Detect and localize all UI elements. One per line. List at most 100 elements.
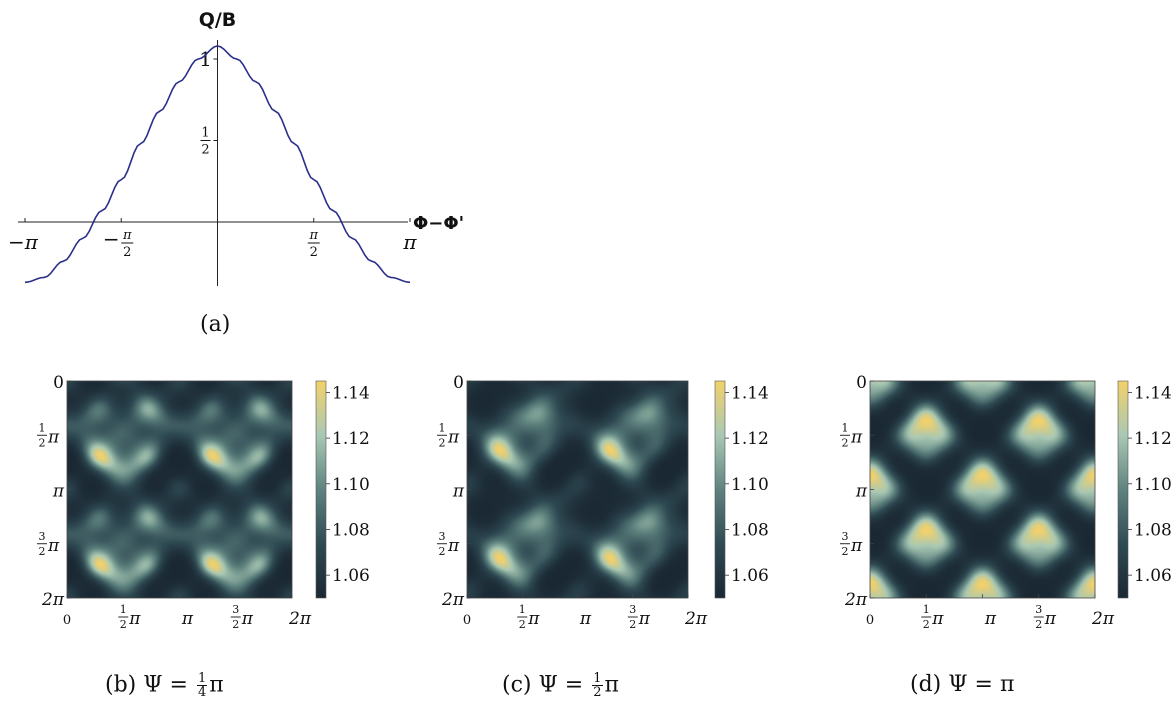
panel-c-x-tick-label-0: 0 (463, 613, 471, 628)
panel-c-y-tick-label-3-den: 2 (439, 545, 446, 558)
caption-c-prefix: (c) (502, 672, 532, 698)
panel-d-x-tick-label-2-text: π (984, 609, 997, 629)
panel-b-y-tick-label-0: 0 (53, 373, 64, 393)
x-tick-label-1: − π 2 (103, 227, 134, 260)
panel-d-y-tick-label-2-text: π (855, 482, 868, 502)
panel-b-x-tick-label-3-den: 2 (232, 618, 239, 631)
panel-b-y-tick-label-1-num: 1 (39, 421, 46, 434)
caption-d-var: Ψ = (948, 672, 993, 697)
panel-c-x-tick-label-2: π (579, 609, 592, 629)
panel-d-x-tick-label-2: π (984, 609, 997, 629)
panel-c-y-tick-label-3-pi: π (447, 536, 460, 556)
panel-d-y-tick-label-2: π (855, 482, 868, 502)
panel-d-y-tick-label-1-den: 2 (842, 436, 849, 449)
panel-c-y-tick-label-3-num: 3 (439, 530, 446, 543)
x-tick-sign-1: − (103, 227, 120, 251)
y-tick-den-0: 2 (201, 143, 209, 158)
panel-c-y-tick-label-1-den: 2 (439, 436, 446, 449)
panel-c-x-tick-label-3-den: 2 (629, 618, 636, 631)
x-axis-label: Φ−Φ' (413, 213, 464, 234)
caption-d: (d) Ψ = π (910, 672, 1014, 697)
caption-b-suffix: π (209, 672, 224, 698)
panel-c-colorbar-label-0: 1.06 (731, 566, 769, 586)
panel-d-colorbar-label-3: 1.12 (1134, 429, 1171, 449)
panel-c-y-tick-label-4-text: 2π (441, 590, 465, 610)
panel-b-x-tick-label-4: 2π (288, 609, 312, 629)
panel-c-density-image (467, 381, 688, 598)
y-tick-num-0: 1 (201, 126, 209, 141)
panel-d-x-tick-label-1-pi: π (931, 609, 944, 629)
y-tick-text-1: 1 (199, 47, 212, 71)
panel-b-colorbar-label-3: 1.12 (332, 429, 370, 449)
panel-b-y-tick-label-4: 2π (41, 590, 65, 610)
panel-c-colorbar-label-4: 1.14 (731, 383, 769, 403)
panel-d-x-tick-label-0-text: 0 (866, 613, 874, 628)
panel-d-colorbar-label-4: 1.14 (1134, 383, 1171, 403)
x-tick-den-1: 2 (123, 245, 131, 260)
panel-b-x-tick-label-1-num: 1 (120, 603, 127, 616)
panel-c-colorbar-label-2: 1.10 (731, 475, 769, 495)
x-tick-text-0: −π (8, 230, 39, 254)
panel-b-y-tick-label-0-text: 0 (53, 373, 64, 393)
panel-c-x-tick-label-4-text: 2π (684, 609, 708, 629)
panel-b-x-tick-label-4-text: 2π (288, 609, 312, 629)
panel-b-x-tick-label-0-text: 0 (63, 613, 71, 628)
series-curve (24, 45, 411, 284)
panel-c-y-tick-label-0-text: 0 (453, 373, 464, 393)
panel-b-y-tick-label-3-num: 3 (39, 530, 46, 543)
panel-d-y-tick-label-3-den: 2 (842, 545, 849, 558)
panel-c-colorbar-label-3: 1.12 (731, 429, 769, 449)
panel-c-x-tick-label-1-num: 1 (519, 603, 526, 616)
panel-b-x-tick-label-3-pi: π (241, 609, 254, 629)
x-tick-num-2: π (308, 228, 318, 243)
panel-c-x-tick-label-0-text: 0 (463, 613, 471, 628)
panel-c-x-tick-label-4: 2π (684, 609, 708, 629)
panel-d-x-tick-label-1: 1 2 π (921, 603, 944, 631)
panel-d-x-tick-label-3-den: 2 (1035, 618, 1042, 631)
panel-b-y-tick-label-1: 1 2 π (37, 421, 60, 449)
panel-d-y-tick-label-3: 3 2 π (840, 530, 863, 558)
panel-b-x-tick-label-3: 3 2 π (230, 603, 254, 631)
x-tick-label-2: π2 (307, 228, 320, 260)
panel-c-x-tick-label-2-text: π (579, 609, 592, 629)
panel-b-y-tick-label-2-text: π (52, 482, 65, 502)
caption-d-prefix: (d) (910, 672, 942, 697)
panel-d-x-tick-label-1-num: 1 (923, 603, 930, 616)
x-tick-label-3: π (402, 230, 417, 254)
panel-d-y-tick-label-4-text: 2π (844, 590, 868, 610)
panel-b-colorbar-label-4: 1.14 (332, 383, 370, 403)
panel-d-x-tick-label-4-text: 2π (1091, 609, 1115, 629)
caption-c-suffix: π (604, 672, 619, 698)
panel-b-x-tick-label-1-den: 2 (120, 618, 127, 631)
panel-b-y-tick-label-3: 3 2 π (37, 530, 60, 558)
panel-b-x-tick-label-2: π (181, 609, 194, 629)
panel-c-x-tick-label-1-den: 2 (519, 618, 526, 631)
panel-c-y-tick-label-1-pi: π (447, 427, 460, 447)
caption-c-num: 1 (592, 671, 603, 686)
panel-c-y-tick-label-0: 0 (453, 373, 464, 393)
caption-b-num: 1 (196, 671, 208, 686)
panel-c-y-tick-label-1: 1 2 π (437, 421, 460, 449)
panel-b-y-tick-label-3-den: 2 (39, 545, 46, 558)
panel-b-density-image (67, 381, 292, 598)
x-tick-text-3: π (402, 230, 417, 254)
panel-d-x-tick-label-1-den: 2 (923, 618, 930, 631)
panel-d-y-tick-label-1-num: 1 (842, 421, 849, 434)
panel-d-y-tick-label-1-pi: π (850, 427, 863, 447)
caption-a-text: (a) (200, 312, 231, 337)
panel-b-x-tick-label-2-text: π (181, 609, 194, 629)
panel-b-x-tick-label-1-pi: π (128, 609, 141, 629)
panel-d-density-image (870, 381, 1095, 598)
panel-b-y-tick-label-2: π (52, 482, 65, 502)
panel-c-y-tick-label-2-text: π (452, 482, 465, 502)
y-axis-label: Q/B (199, 9, 237, 31)
panel-d-colorbar (1117, 380, 1129, 599)
panel-d-x-tick-label-3-pi: π (1044, 609, 1057, 629)
